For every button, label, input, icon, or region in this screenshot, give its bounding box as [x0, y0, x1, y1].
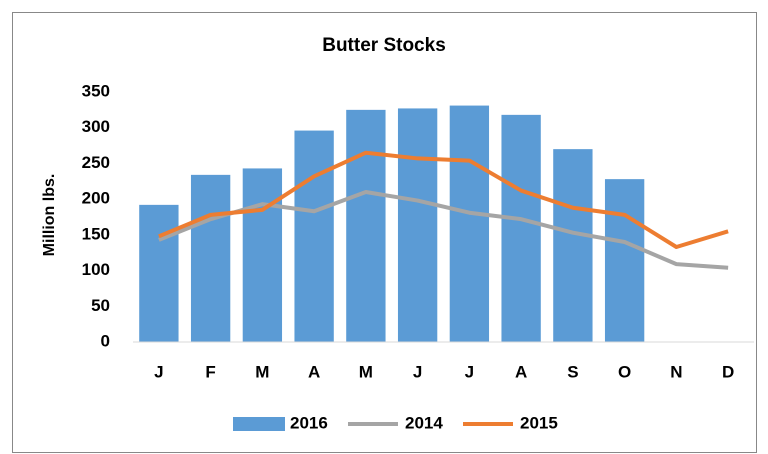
x-tick-label: M [255, 362, 269, 381]
x-tick-label: J [154, 362, 163, 381]
y-axis-label: Million lbs. [41, 174, 58, 257]
bar [397, 108, 438, 342]
bar [346, 109, 386, 342]
bar [604, 179, 645, 342]
legend-swatch [233, 417, 285, 431]
x-tick-label: J [413, 362, 422, 381]
line [158, 190, 729, 270]
chart-title: Butter Stocks [322, 35, 446, 56]
x-tick-label: S [567, 362, 578, 381]
y-tick-label: 250 [82, 153, 110, 172]
x-tick-label: M [359, 362, 373, 381]
bar [501, 114, 541, 342]
y-tick-label: 0 [101, 331, 110, 350]
x-tick-label: D [722, 362, 734, 381]
y-tick-label: 300 [82, 117, 110, 136]
legend-label: 2015 [520, 413, 558, 432]
y-tick-label: 150 [82, 224, 110, 243]
x-tick-label: J [465, 362, 474, 381]
bar [139, 204, 179, 342]
y-tick-label: 200 [82, 189, 110, 208]
bar [242, 168, 283, 342]
x-tick-label: A [308, 362, 320, 381]
y-tick-label: 350 [82, 81, 110, 100]
legend-label: 2016 [290, 413, 328, 432]
legend-label: 2014 [405, 413, 443, 432]
y-tick-label: 100 [82, 260, 110, 279]
bar [294, 130, 334, 342]
x-tick-label: O [618, 362, 631, 381]
bar [449, 105, 490, 342]
bar [553, 149, 593, 342]
x-tick-label: F [205, 362, 215, 381]
x-tick-label: N [670, 362, 682, 381]
bar [190, 174, 231, 342]
line [158, 150, 729, 249]
y-tick-label: 50 [91, 296, 110, 315]
x-tick-label: A [515, 362, 527, 381]
